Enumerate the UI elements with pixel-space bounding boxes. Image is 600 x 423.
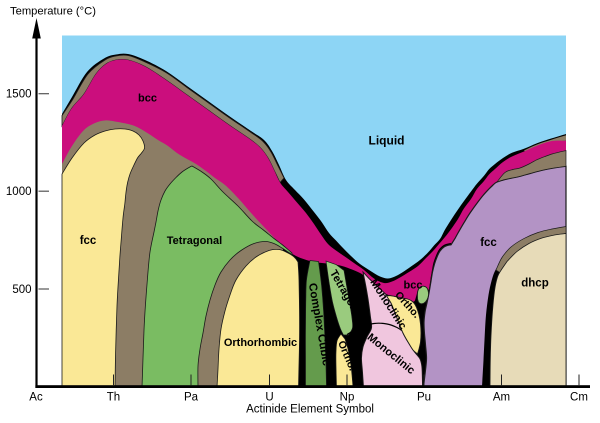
svg-text:Cm: Cm <box>570 392 588 404</box>
svg-text:Tetragonal: Tetragonal <box>167 235 222 247</box>
svg-text:U: U <box>265 392 273 404</box>
svg-text:Temperature (°C): Temperature (°C) <box>10 6 96 18</box>
svg-text:500: 500 <box>12 284 31 296</box>
svg-text:dhcp: dhcp <box>521 278 548 290</box>
svg-text:Pu: Pu <box>417 392 431 404</box>
svg-text:1500: 1500 <box>6 89 32 101</box>
svg-text:Ac: Ac <box>29 392 43 404</box>
svg-text:1000: 1000 <box>6 186 32 198</box>
svg-text:Liquid: Liquid <box>369 134 405 148</box>
svg-text:Orthorhombic: Orthorhombic <box>224 337 297 349</box>
svg-text:Actinide Element Symbol: Actinide Element Symbol <box>246 404 374 416</box>
svg-text:fcc: fcc <box>480 237 497 249</box>
svg-text:bcc: bcc <box>138 93 157 105</box>
svg-text:Th: Th <box>107 392 120 404</box>
svg-text:bcc: bcc <box>404 280 423 292</box>
svg-text:fcc: fcc <box>80 235 97 247</box>
svg-text:Pa: Pa <box>184 392 199 404</box>
svg-text:Np: Np <box>340 392 355 404</box>
svg-text:Am: Am <box>493 392 510 404</box>
